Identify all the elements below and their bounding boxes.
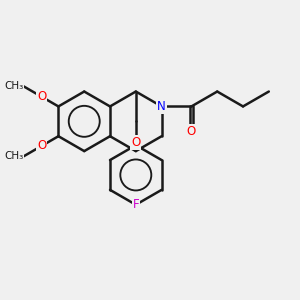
Text: O: O xyxy=(37,140,46,152)
Text: O: O xyxy=(37,90,46,103)
Text: CH₃: CH₃ xyxy=(4,81,24,91)
Text: CH₃: CH₃ xyxy=(4,151,24,161)
Text: O: O xyxy=(131,136,140,149)
Text: F: F xyxy=(133,198,139,211)
Text: O: O xyxy=(187,125,196,138)
Text: N: N xyxy=(157,100,166,113)
